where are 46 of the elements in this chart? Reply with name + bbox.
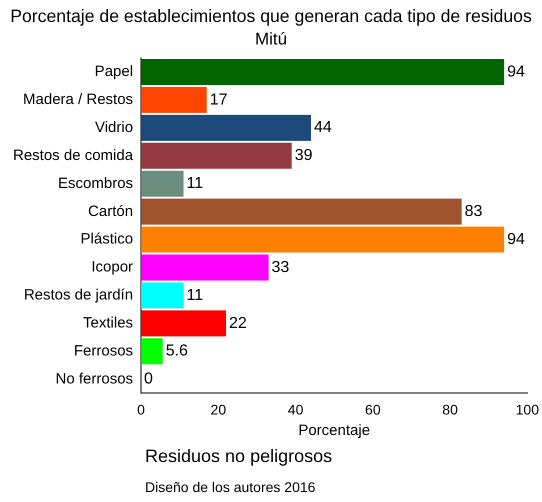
y-tick-label: Ferrosos	[74, 342, 134, 360]
data-label: 5.6	[166, 342, 188, 360]
y-tick-label: Textiles	[83, 314, 134, 332]
x-tick-label: 20	[210, 401, 226, 418]
data-label: 94	[507, 230, 526, 248]
y-tick-label: Restos de jardín	[24, 286, 134, 304]
y-tick-label: Vidrio	[94, 118, 134, 136]
y-tick-label: No ferrosos	[56, 370, 134, 388]
bar	[141, 114, 312, 141]
y-tick-label: Madera / Restos	[23, 91, 134, 108]
data-label: 94	[507, 63, 526, 80]
data-label: 17	[210, 91, 228, 108]
x-axis-title: Porcentaje	[298, 422, 370, 440]
x-tick-label: 60	[365, 401, 381, 418]
bar	[141, 142, 292, 169]
text: Residuos no peligrosos	[145, 446, 332, 466]
x-tick-label: 0	[137, 401, 146, 418]
data-label: 83	[464, 203, 483, 220]
data-label: 33	[272, 258, 290, 276]
x-tick-label: 40	[288, 401, 304, 418]
y-tick-label: Cartón	[88, 202, 134, 220]
bar	[141, 338, 163, 364]
bar	[141, 86, 207, 113]
data-label: 44	[314, 119, 332, 136]
bar	[141, 198, 462, 225]
data-label: 11	[186, 286, 204, 304]
bar	[141, 310, 226, 336]
y-tick-label: Papel	[94, 63, 134, 80]
y-tick-label: Plástico	[80, 230, 134, 248]
bar	[141, 282, 184, 308]
y-tick-label: Escombros	[58, 174, 134, 192]
data-label: 39	[294, 147, 313, 164]
text: Diseño de los autores 2016	[145, 479, 316, 495]
bar	[141, 254, 269, 280]
x-tick-label: 100	[516, 401, 540, 418]
bar	[141, 226, 504, 253]
data-label: 22	[229, 314, 247, 332]
data-label: 0	[144, 370, 154, 388]
data-label: 11	[186, 175, 204, 192]
bar	[141, 58, 504, 85]
y-tick-label: Restos de comida	[12, 146, 134, 164]
chart-subtitle: Mitú	[254, 29, 288, 48]
x-tick-label: 80	[442, 401, 458, 418]
chart-title: Porcentaje de establecimientos que generan cada tipo de residuos	[10, 6, 532, 26]
y-tick-label: Icopor	[91, 258, 134, 276]
bar	[141, 170, 184, 197]
